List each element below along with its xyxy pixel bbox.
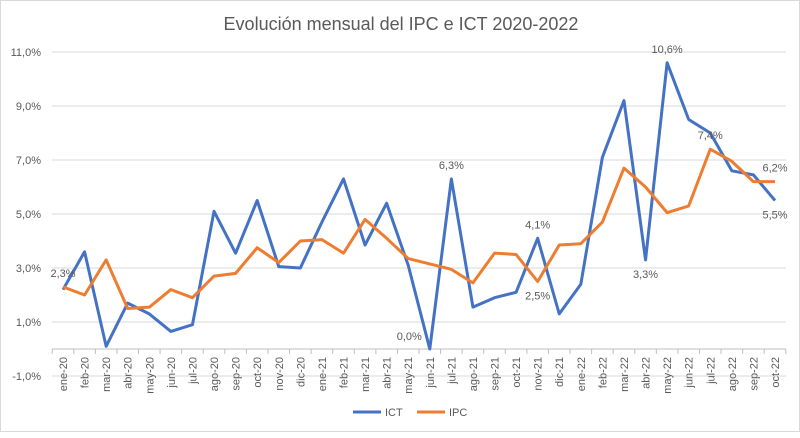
x-tick-label: abr-21 (382, 357, 394, 389)
x-tick-label: may-20 (144, 357, 156, 394)
x-tick-label: oct-20 (252, 357, 264, 388)
x-tick-label: feb-21 (338, 357, 350, 388)
x-tick-label: ago-21 (468, 357, 480, 391)
x-tick-label: jun-21 (425, 357, 437, 389)
x-tick-label: may-22 (662, 357, 674, 394)
x-tick-label: jul-22 (705, 357, 717, 385)
x-tick-label: jul-21 (446, 357, 458, 385)
data-label: 4,1% (525, 219, 550, 231)
x-tick-label: sep-21 (490, 357, 502, 391)
x-tick-label: ene-20 (58, 357, 70, 391)
data-label: 3,3% (633, 269, 658, 281)
x-tick-label: abr-20 (123, 357, 135, 389)
x-tick-label: dic-21 (554, 357, 566, 387)
x-tick-label: jul-20 (187, 357, 199, 385)
x-tick-label: may-21 (403, 357, 415, 394)
x-tick-label: abr-22 (641, 357, 653, 389)
data-label: 6,2% (762, 163, 787, 175)
x-tick-label: feb-20 (80, 357, 92, 388)
series-line-ipc (63, 149, 775, 308)
data-label: 10,6% (652, 44, 683, 56)
legend-label: IPC (449, 407, 467, 419)
y-tick-label: 3,0% (16, 263, 41, 275)
x-tick-label: jun-20 (166, 357, 178, 389)
x-tick-label: mar-22 (619, 357, 631, 392)
y-tick-label: 11,0% (11, 47, 42, 59)
legend-label: ICT (385, 407, 403, 419)
chart-title: Evolución mensual del IPC e ICT 2020-202… (224, 14, 579, 34)
data-label: 2,3% (50, 268, 75, 280)
data-label: 2,5% (525, 291, 550, 303)
x-tick-label: sep-20 (231, 357, 243, 391)
y-tick-label: -1,0% (12, 371, 41, 383)
x-tick-label: feb-22 (597, 357, 609, 388)
data-label: 7,4% (698, 130, 723, 142)
y-tick-label: 7,0% (16, 155, 41, 167)
x-tick-label: ene-22 (576, 357, 588, 391)
data-label: 0,0% (397, 331, 422, 343)
x-tick-label: jun-22 (684, 357, 696, 389)
x-tick-label: nov-21 (533, 357, 545, 391)
x-tick-label: mar-21 (360, 357, 372, 392)
x-tick-label: ago-20 (209, 357, 221, 391)
x-tick-label: oct-21 (511, 357, 523, 388)
x-tick-label: ago-22 (727, 357, 739, 391)
y-tick-label: 1,0% (16, 317, 41, 329)
x-tick-label: sep-22 (748, 357, 760, 391)
x-tick-label: oct-22 (770, 357, 782, 388)
y-tick-label: 5,0% (16, 209, 41, 221)
y-tick-label: 9,0% (16, 101, 41, 113)
x-tick-label: ene-21 (317, 357, 329, 391)
data-label: 5,5% (762, 210, 787, 222)
x-tick-label: nov-20 (274, 357, 286, 391)
x-tick-label: mar-20 (101, 357, 113, 392)
x-tick-label: dic-20 (295, 357, 307, 387)
data-label: 6,3% (439, 160, 464, 172)
